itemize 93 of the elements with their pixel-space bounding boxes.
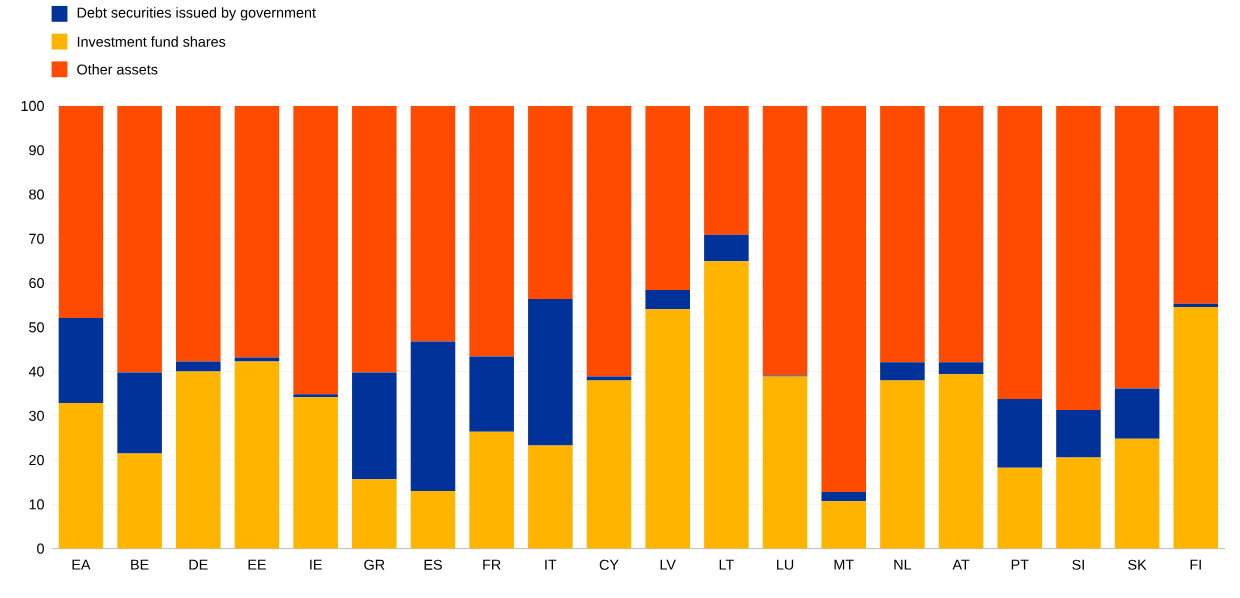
x-tick-label: FI [1190,559,1201,570]
x-tick-label: DE [189,559,208,570]
bar [410,105,456,342]
bar [704,105,749,235]
bar [586,105,632,377]
legend-label: Debt securities issued by government [77,7,316,21]
bar [997,105,1043,399]
x-tick-label: EE [248,559,266,570]
bar [352,105,397,373]
x-tick-label: SK [1128,559,1147,570]
bar [469,105,514,357]
legend-label: Other assets [77,63,158,75]
x-tick-label: EA [72,559,91,570]
bar [293,105,338,395]
x-tick-label: MT [834,559,854,570]
bar [1173,303,1219,307]
y-tick-label: 100 [21,100,44,111]
x-tick-label: FR [483,559,501,570]
bar [234,105,280,358]
bar [234,361,280,549]
bar [821,501,867,549]
x-tick-label: AT [952,559,970,570]
x-tick-label: IE [310,559,322,570]
bar [117,372,162,454]
x-tick-label: LT [719,559,734,570]
x-tick-label: SI [1072,559,1084,570]
x-tick-label: LV [660,559,676,570]
bar [117,105,162,373]
bar [469,431,514,549]
bar [1173,306,1219,549]
bar [58,402,104,549]
x-tick-label: LU [777,559,794,570]
bar [1056,105,1101,410]
bar [176,371,221,549]
x-tick-label: CY [599,559,619,570]
y-tick-label: 10 [29,499,44,510]
bar [528,298,573,446]
bar [1114,105,1160,389]
bar [821,491,867,502]
x-tick-label: BE [131,559,149,570]
bar [469,356,514,432]
x-tick-label: ES [424,559,442,570]
legend-label: Investment fund shares [77,36,226,47]
y-tick-label: 80 [29,189,44,200]
x-tick-label: NL [894,559,912,570]
bar [1056,410,1101,458]
bar [880,362,925,381]
bar [1056,457,1101,549]
bar [997,398,1043,468]
y-tick-label: 0 [37,543,44,554]
x-tick-label: PT [1011,559,1029,570]
bar [176,361,221,372]
bar [938,374,984,549]
bar [176,105,221,362]
bar [645,105,690,291]
bar [997,467,1043,549]
bar [58,317,104,403]
bar [586,380,632,549]
y-tick-label: 20 [29,454,44,466]
bar [645,290,690,310]
bar [410,491,456,549]
bar [1173,105,1219,304]
y-tick-label: 70 [29,233,44,244]
y-tick-label: 40 [28,366,44,377]
bar [1114,438,1160,549]
bar [880,380,925,549]
bar [1114,388,1160,439]
bar [880,105,925,363]
bar [528,105,573,299]
bar [762,376,808,549]
bar [821,105,867,492]
bar [645,309,690,549]
y-tick-label: 50 [29,322,44,333]
bar [293,394,338,398]
y-tick-label: 60 [29,277,44,289]
bar [117,453,162,549]
bar [58,105,104,318]
x-tick-label: GR [364,559,385,570]
y-tick-label: 90 [29,145,44,156]
bar [528,445,573,549]
bar [704,234,749,262]
bar [410,341,456,492]
bar [234,357,280,362]
y-tick-label: 30 [29,410,44,421]
bar [762,105,808,376]
bar [704,261,749,549]
bar [352,479,397,549]
bar [352,372,397,480]
x-tick-label: IT [545,559,557,570]
bar [293,397,338,549]
bar [938,105,984,363]
bar [938,362,984,375]
bar [586,376,632,381]
